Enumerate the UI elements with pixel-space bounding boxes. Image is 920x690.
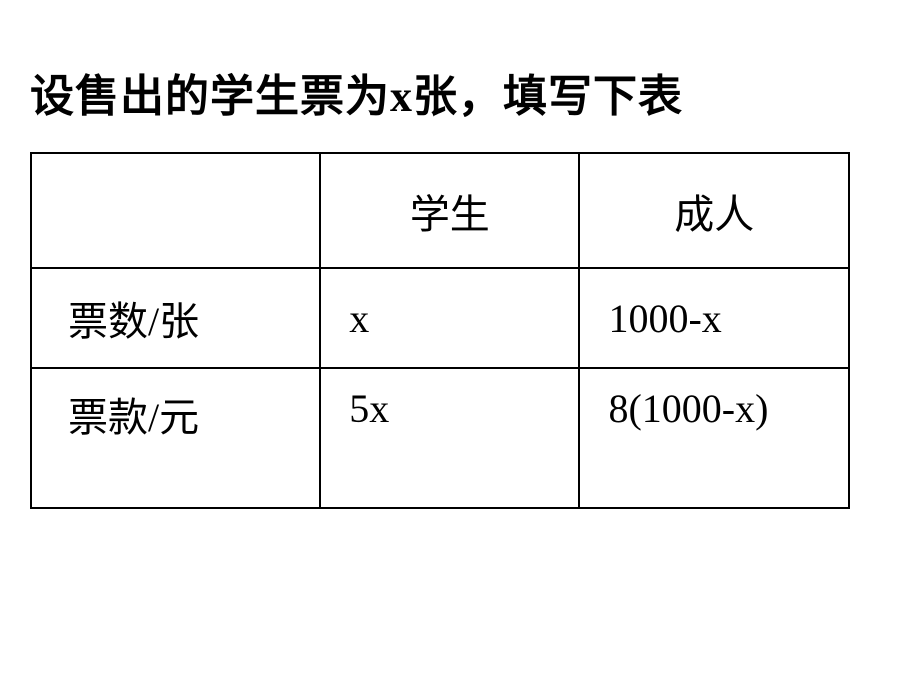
row-count-label: 票数/张 <box>31 268 320 368</box>
row-count-student: x <box>320 268 579 368</box>
heading: 设售出的学生票为x张，填写下表 <box>30 60 890 124</box>
slide-container: 设售出的学生票为x张，填写下表 学生 成人 票数/张 x 1000-x 票款/元… <box>0 0 920 539</box>
row-money-label: 票款/元 <box>31 368 320 508</box>
row-count: 票数/张 x 1000-x <box>31 268 849 368</box>
header-student: 学生 <box>320 153 579 268</box>
header-adult: 成人 <box>579 153 849 268</box>
row-money-adult: 8(1000-x) <box>579 368 849 508</box>
row-count-adult: 1000-x <box>579 268 849 368</box>
header-blank <box>31 153 320 268</box>
ticket-table: 学生 成人 票数/张 x 1000-x 票款/元 5x 8(1000-x) <box>30 152 850 509</box>
row-money: 票款/元 5x 8(1000-x) <box>31 368 849 508</box>
heading-post: 张，填写下表 <box>413 72 683 121</box>
table-header-row: 学生 成人 <box>31 153 849 268</box>
heading-var: x <box>390 72 413 121</box>
row-money-student: 5x <box>320 368 579 508</box>
heading-pre: 设售出的学生票为 <box>30 72 390 121</box>
